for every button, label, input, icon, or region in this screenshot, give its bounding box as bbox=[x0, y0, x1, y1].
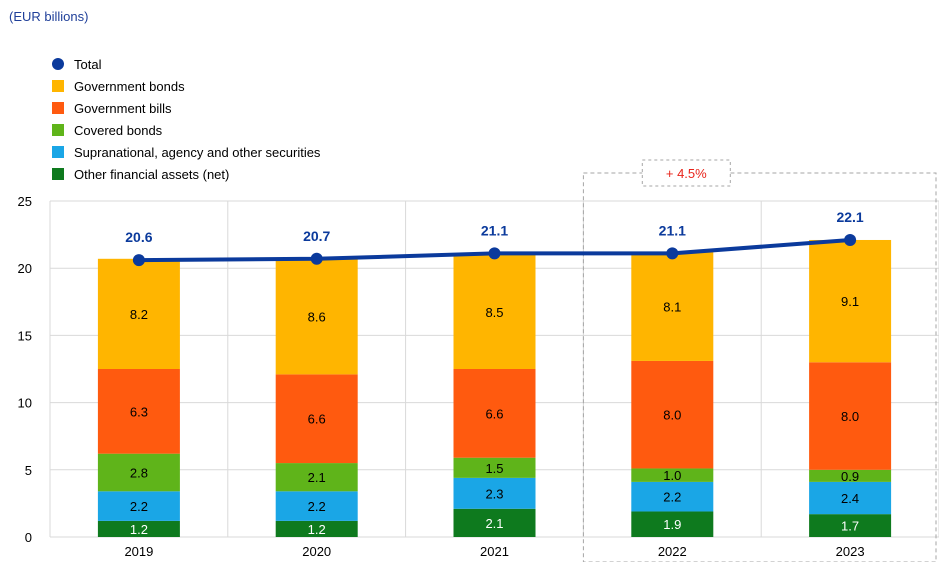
bar-segment bbox=[631, 468, 714, 482]
data-label: 1.5 bbox=[485, 461, 503, 476]
x-tick-label: 2019 bbox=[124, 544, 153, 559]
legend-label-other-financial-assets: Other financial assets (net) bbox=[74, 166, 230, 182]
bar-segment bbox=[453, 369, 536, 458]
bar-segment bbox=[809, 469, 892, 482]
legend-item-government-bonds: Government bonds bbox=[52, 75, 320, 97]
bar-segment bbox=[275, 374, 358, 464]
bar-segment bbox=[809, 239, 892, 363]
bar-segment bbox=[275, 491, 358, 521]
bar-segment bbox=[97, 453, 180, 492]
total-point bbox=[132, 254, 145, 267]
bar-segment bbox=[97, 258, 180, 369]
data-label: 2.2 bbox=[130, 499, 148, 514]
bar-segment bbox=[275, 258, 358, 375]
data-label: 8.6 bbox=[308, 310, 326, 325]
data-label: 2.4 bbox=[841, 491, 859, 506]
bar-segment bbox=[809, 514, 892, 537]
total-point bbox=[666, 247, 679, 260]
y-tick-label: 15 bbox=[18, 328, 32, 343]
legend-label-government-bills: Government bills bbox=[74, 100, 172, 116]
legend-label-government-bonds: Government bonds bbox=[74, 78, 185, 94]
total-point bbox=[488, 247, 501, 260]
data-label: 2.2 bbox=[663, 490, 681, 505]
data-label: 8.2 bbox=[130, 307, 148, 322]
total-label: 21.1 bbox=[659, 222, 686, 238]
x-tick-label: 2020 bbox=[302, 544, 331, 559]
legend-label-covered-bonds: Covered bonds bbox=[74, 122, 163, 138]
data-label: 8.0 bbox=[663, 408, 681, 423]
data-label: 2.8 bbox=[130, 465, 148, 480]
data-label: 2.2 bbox=[308, 499, 326, 514]
data-label: 2.3 bbox=[485, 486, 503, 501]
bar-segment bbox=[97, 520, 180, 537]
data-label: 0.9 bbox=[841, 469, 859, 484]
highlight-box bbox=[582, 172, 937, 562]
bar-segment bbox=[631, 511, 714, 537]
bar-segment bbox=[453, 477, 536, 509]
bar-segment bbox=[631, 360, 714, 469]
total-point bbox=[310, 252, 323, 265]
y-tick-label: 5 bbox=[25, 463, 32, 478]
bar-segment bbox=[275, 520, 358, 537]
y-tick-label: 25 bbox=[18, 194, 32, 209]
legend-swatch-covered-bonds bbox=[52, 124, 64, 136]
bar-segment bbox=[97, 369, 180, 454]
bar-segment bbox=[809, 362, 892, 470]
data-label: 8.5 bbox=[485, 305, 503, 320]
x-tick-label: 2022 bbox=[658, 544, 687, 559]
data-label: 9.1 bbox=[841, 294, 859, 309]
legend-item-covered-bonds: Covered bonds bbox=[52, 119, 320, 141]
legend-item-other-financial-assets: Other financial assets (net) bbox=[52, 163, 320, 185]
data-label: 1.2 bbox=[130, 522, 148, 537]
annotation-label: + 4.5% bbox=[666, 166, 707, 181]
y-tick-label: 0 bbox=[25, 530, 32, 545]
bar-segment bbox=[97, 491, 180, 521]
total-label: 20.7 bbox=[303, 228, 330, 244]
bar-segment bbox=[453, 254, 536, 369]
bar-segment bbox=[453, 508, 536, 537]
data-label: 6.6 bbox=[308, 412, 326, 427]
data-label: 6.3 bbox=[130, 404, 148, 419]
legend-item-total: Total bbox=[52, 53, 320, 75]
data-label: 2.1 bbox=[308, 470, 326, 485]
legend-swatch-supranational bbox=[52, 146, 64, 158]
bar-segment bbox=[631, 481, 714, 512]
data-label: 2.1 bbox=[485, 516, 503, 531]
legend-marker-total bbox=[52, 58, 64, 70]
bar-segment bbox=[809, 481, 892, 515]
legend: Total Government bonds Government bills … bbox=[52, 53, 320, 185]
legend-label-supranational: Supranational, agency and other securiti… bbox=[74, 144, 321, 160]
y-tick-label: 20 bbox=[18, 261, 32, 276]
data-label: 8.1 bbox=[663, 300, 681, 315]
data-label: 1.0 bbox=[663, 468, 681, 483]
data-label: 1.2 bbox=[308, 522, 326, 537]
unit-label: (EUR billions) bbox=[9, 9, 89, 24]
bar-segment bbox=[275, 463, 358, 492]
total-label: 21.1 bbox=[481, 222, 508, 238]
x-tick-label: 2023 bbox=[836, 544, 865, 559]
annotation-box bbox=[641, 159, 731, 187]
data-label: 1.7 bbox=[841, 519, 859, 534]
legend-swatch-other-financial-assets bbox=[52, 168, 64, 180]
legend-swatch-government-bills bbox=[52, 102, 64, 114]
data-label: 1.9 bbox=[663, 517, 681, 532]
total-point bbox=[844, 233, 857, 246]
y-tick-label: 10 bbox=[18, 396, 32, 411]
bar-segment bbox=[631, 252, 714, 361]
legend-swatch-government-bonds bbox=[52, 80, 64, 92]
total-label: 22.1 bbox=[836, 209, 863, 225]
x-tick-label: 2021 bbox=[480, 544, 509, 559]
data-label: 6.6 bbox=[485, 406, 503, 421]
bar-segment bbox=[453, 457, 536, 478]
legend-item-government-bills: Government bills bbox=[52, 97, 320, 119]
total-label: 20.6 bbox=[125, 229, 152, 245]
legend-item-supranational: Supranational, agency and other securiti… bbox=[52, 141, 320, 163]
legend-label-total: Total bbox=[74, 56, 102, 72]
data-label: 8.0 bbox=[841, 409, 859, 424]
